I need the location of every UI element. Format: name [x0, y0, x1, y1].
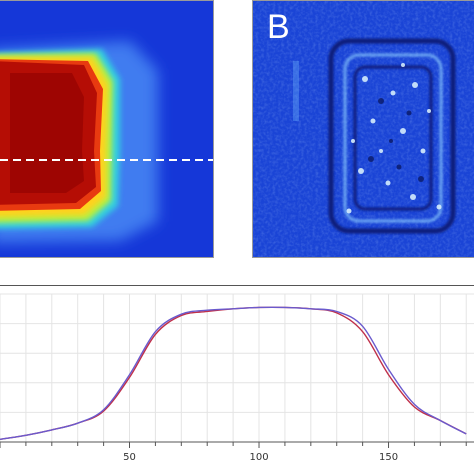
- gamma-map-panel: B: [252, 0, 474, 258]
- gamma-map-image: [253, 1, 474, 257]
- x-axis-tick-labels: 50 100 150: [123, 452, 398, 463]
- dose-map-image: [0, 1, 213, 257]
- profile-series: [0, 306, 467, 441]
- dose-profile-plot: 50 100 150: [0, 285, 474, 474]
- x-tick-label-150: 150: [379, 452, 398, 463]
- x-tick-label-50: 50: [123, 452, 136, 463]
- x-tick-label-100: 100: [249, 452, 268, 463]
- profile-chart: 50 100 150: [0, 293, 474, 463]
- dose-map-panel: [0, 0, 214, 258]
- panel-b-label: B: [267, 8, 290, 46]
- plot-grid: [0, 293, 474, 443]
- profile-series-2-line: [0, 306, 467, 441]
- x-axis-ticks: [0, 442, 467, 448]
